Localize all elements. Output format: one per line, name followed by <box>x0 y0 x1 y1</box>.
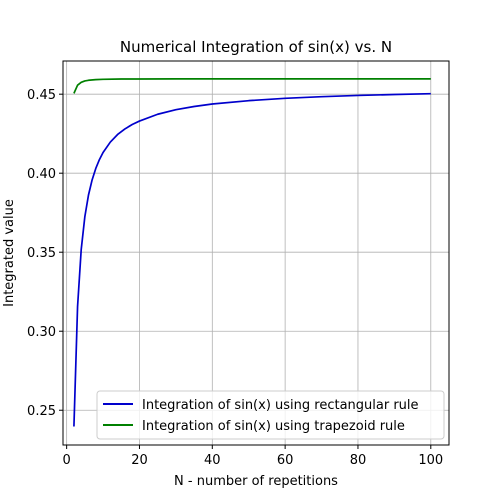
x-tick-label: 100 <box>418 453 443 468</box>
legend-label-rectangular: Integration of sin(x) using rectangular … <box>142 398 419 413</box>
legend-label-trapezoid: Integration of sin(x) using trapezoid ru… <box>142 419 405 434</box>
grid <box>63 61 449 445</box>
plot-frame <box>62 60 450 446</box>
x-tick-label: 20 <box>131 453 148 468</box>
y-tick-label: 0.30 <box>27 325 56 340</box>
y-tick-label: 0.45 <box>27 88 56 103</box>
legend: Integration of sin(x) using rectangular … <box>96 390 445 440</box>
x-tick-label: 0 <box>63 453 71 468</box>
x-tick-label: 80 <box>350 453 367 468</box>
x-tick-label: 40 <box>204 453 221 468</box>
y-tick-label: 0.35 <box>27 246 56 261</box>
y-tick-label: 0.40 <box>27 167 56 182</box>
axis-ticks: 0 20 40 60 80 100 0.25 0.30 0.35 0.40 0.45 <box>27 88 443 468</box>
series-line-rectangular <box>73 92 431 427</box>
legend-box <box>96 390 445 440</box>
series-line-trapezoid <box>73 78 431 94</box>
x-tick-label: 60 <box>277 453 294 468</box>
y-axis-label: Integrated value <box>2 199 17 307</box>
chart-title: Numerical Integration of sin(x) vs. N <box>120 38 392 56</box>
y-tick-label: 0.25 <box>27 404 56 419</box>
plot-series <box>73 78 431 427</box>
x-axis-label: N - number of repetitions <box>174 474 338 489</box>
